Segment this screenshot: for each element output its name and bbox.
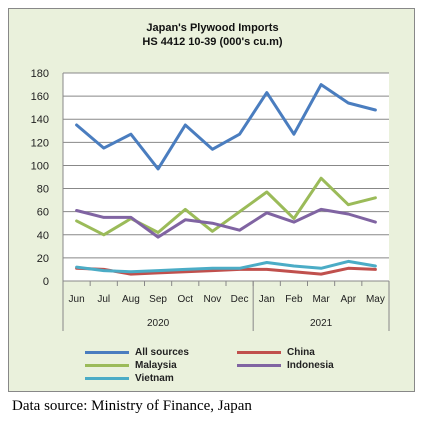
x-tick-label: Dec bbox=[231, 294, 249, 305]
legend-item-malaysia: Malaysia bbox=[85, 360, 177, 371]
x-tick-label: Sep bbox=[149, 294, 167, 305]
chart-title: Japan's Plywood Imports HS 4412 10-39 (0… bbox=[9, 21, 416, 49]
legend-swatch bbox=[237, 351, 281, 354]
x-tick-label: Oct bbox=[177, 294, 193, 305]
chart-legend: All sources China Malaysia Indonesia Vietnam bbox=[9, 343, 416, 391]
x-tick-label: Aug bbox=[122, 294, 140, 305]
legend-item-china: China bbox=[237, 347, 315, 358]
chart-frame: Japan's Plywood Imports HS 4412 10-39 (0… bbox=[8, 8, 415, 392]
legend-swatch bbox=[85, 377, 129, 380]
year-group-label: 2020 bbox=[147, 318, 170, 329]
year-group-label: 2021 bbox=[310, 318, 333, 329]
x-tick-label: Jun bbox=[69, 294, 85, 305]
legend-swatch bbox=[85, 364, 129, 367]
y-tick-label: 60 bbox=[37, 207, 49, 219]
x-tick-label: Nov bbox=[204, 294, 222, 305]
line-chart: 0 20 40 60 80 100 120 140 160 180 Jun Jul Aug Sep Oct N… bbox=[31, 68, 390, 331]
x-tick-label: Jul bbox=[97, 294, 110, 305]
y-tick-label: 40 bbox=[37, 230, 49, 242]
chart-title-line-1: Japan's Plywood Imports bbox=[146, 22, 279, 34]
series-line-all-sources bbox=[75, 83, 377, 171]
source-note: Data source: Ministry of Finance, Japan bbox=[12, 398, 252, 414]
y-tick-label: 160 bbox=[31, 91, 49, 103]
legend-swatch bbox=[237, 364, 281, 367]
y-tick-label: 120 bbox=[31, 137, 49, 149]
legend-item-all-sources: All sources bbox=[85, 347, 189, 358]
y-tick-label: 20 bbox=[37, 253, 49, 265]
legend-item-indonesia: Indonesia bbox=[237, 360, 334, 371]
x-tick-label: May bbox=[366, 294, 385, 305]
y-tick-label: 180 bbox=[31, 68, 49, 80]
y-tick-label: 80 bbox=[37, 184, 49, 196]
y-tick-label: 0 bbox=[43, 276, 49, 288]
plot-area bbox=[63, 73, 389, 281]
y-tick-label: 100 bbox=[31, 160, 49, 172]
legend-label: China bbox=[287, 347, 315, 358]
legend-swatch bbox=[85, 351, 129, 354]
x-tick-label: Mar bbox=[312, 294, 330, 305]
series-line-vietnam bbox=[75, 259, 377, 274]
x-tick-label: Apr bbox=[340, 294, 356, 305]
legend-label: Indonesia bbox=[287, 360, 334, 371]
legend-label: Malaysia bbox=[135, 360, 177, 371]
series-line-indonesia bbox=[75, 207, 377, 239]
x-tick-label: Jan bbox=[259, 294, 275, 305]
legend-label: All sources bbox=[135, 347, 189, 358]
legend-item-vietnam: Vietnam bbox=[85, 373, 174, 384]
chart-title-line-2: HS 4412 10-39 (000's cu.m) bbox=[142, 36, 283, 48]
series-line-malaysia bbox=[75, 176, 377, 237]
legend-label: Vietnam bbox=[135, 373, 174, 384]
series-line-china bbox=[75, 266, 377, 276]
x-tick-label: Feb bbox=[285, 294, 303, 305]
y-tick-label: 140 bbox=[31, 114, 49, 126]
